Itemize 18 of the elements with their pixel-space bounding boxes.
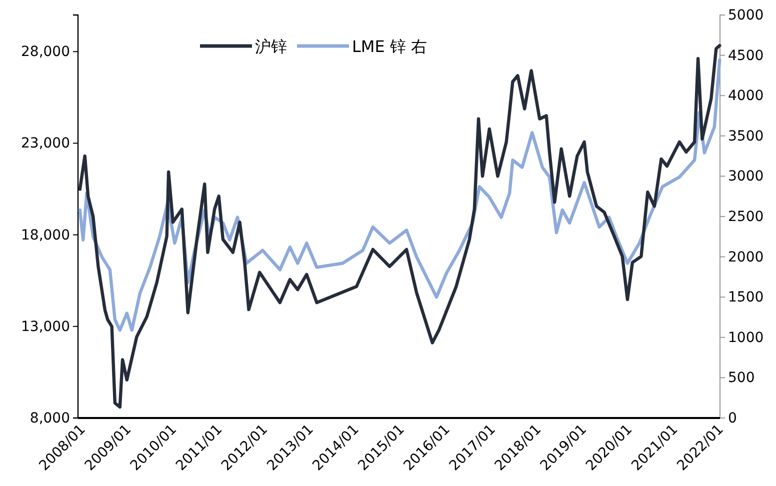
y2-tick-label: 4500 xyxy=(728,48,764,64)
y-tick-label: 8,000 xyxy=(30,410,70,426)
y-tick-label: 18,000 xyxy=(21,227,70,244)
y2-tick-label: 500 xyxy=(728,370,755,386)
y2-tick-label: 1500 xyxy=(728,290,764,306)
y2-tick-label: 3000 xyxy=(728,168,764,185)
y2-tick-label: 3500 xyxy=(728,128,764,144)
y2-tick-label: 4000 xyxy=(728,88,764,104)
y2-tick-label: 2000 xyxy=(728,249,764,266)
y2-tick-label: 2500 xyxy=(728,208,764,225)
y-tick-label: 23,000 xyxy=(21,136,70,152)
y-tick-label: 13,000 xyxy=(21,318,70,335)
y2-tick-label: 5000 xyxy=(728,7,764,24)
legend-label: 沪锌 xyxy=(255,37,287,56)
y2-tick-label: 1000 xyxy=(728,330,764,346)
legend-label: LME 锌 右 xyxy=(352,37,427,56)
y2-tick-label: 0 xyxy=(728,410,737,426)
y-tick-label: 28,000 xyxy=(21,44,70,60)
